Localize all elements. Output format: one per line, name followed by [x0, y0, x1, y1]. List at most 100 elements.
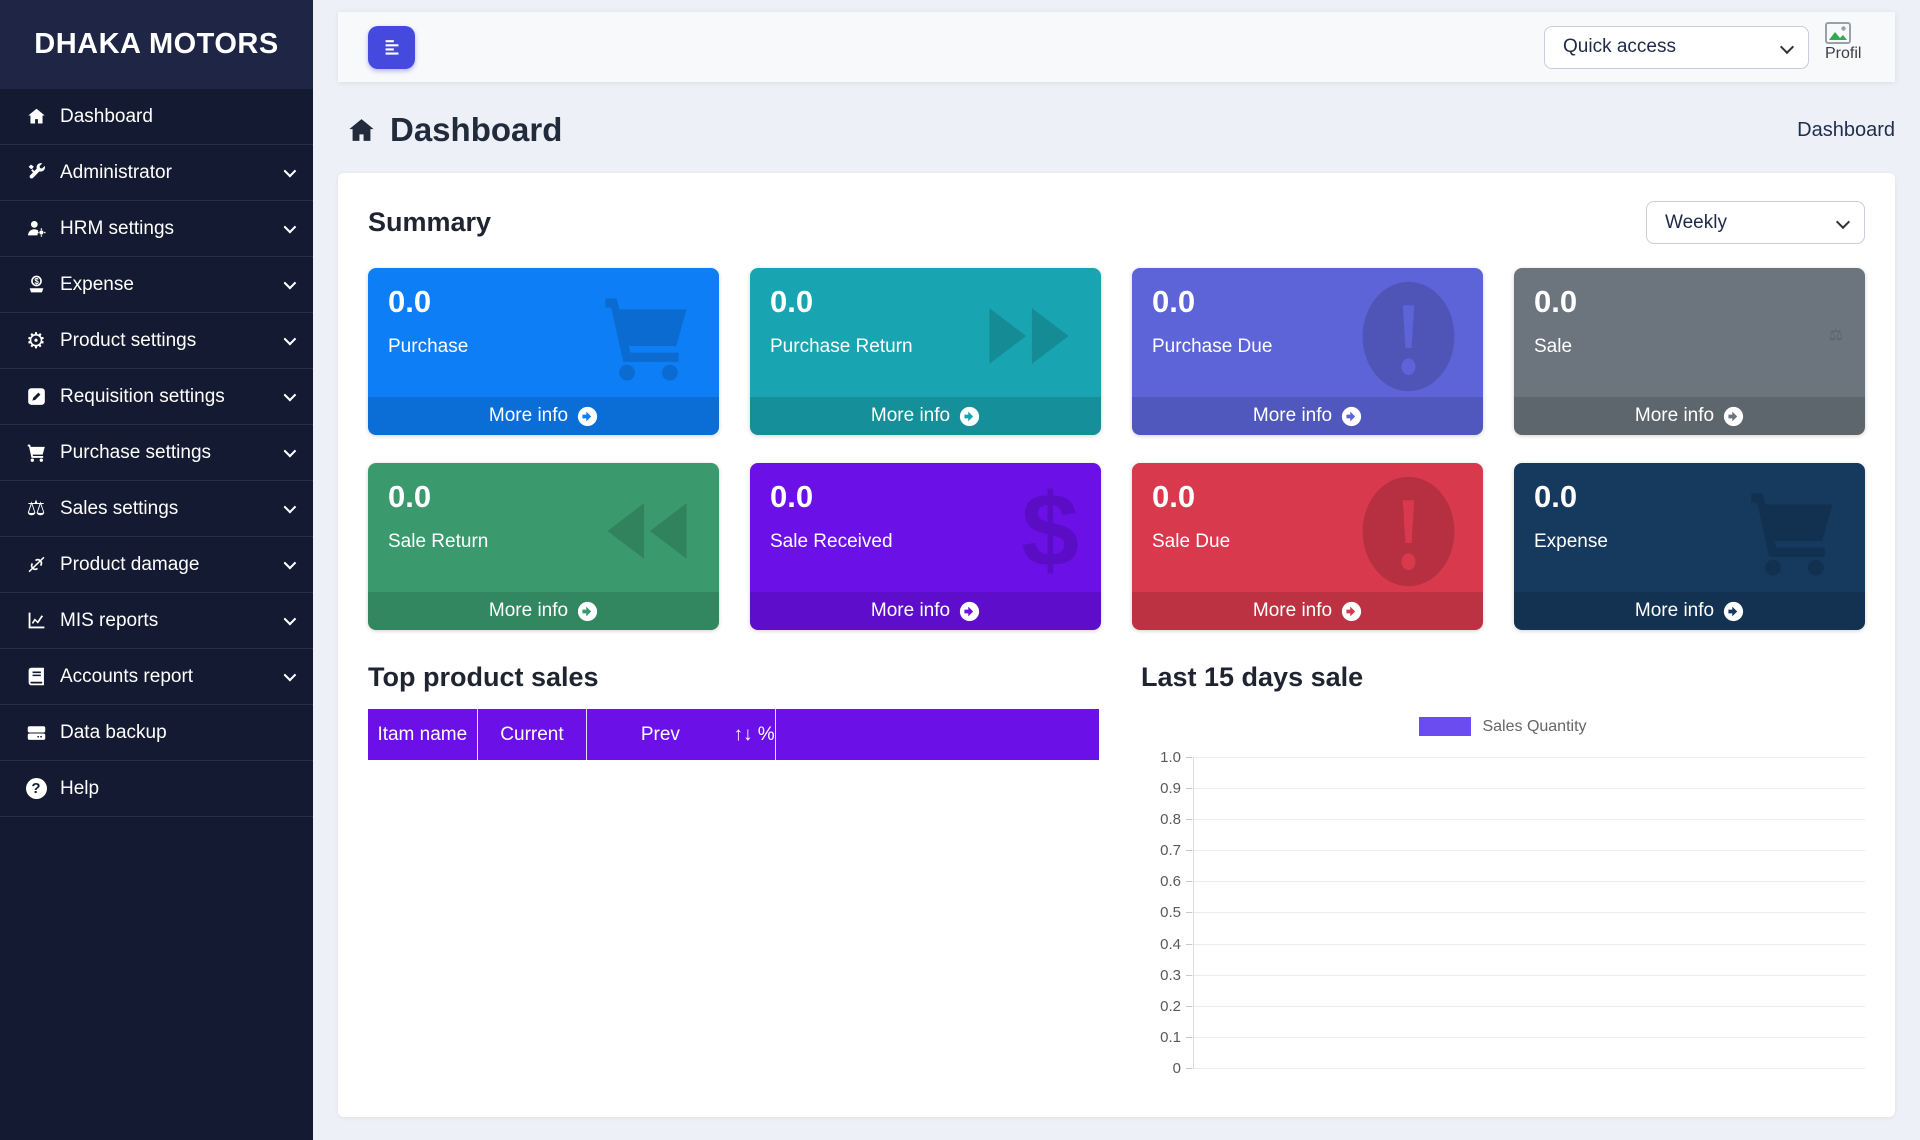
grid-line: [1192, 1037, 1865, 1039]
chevron-down-icon: [283, 332, 297, 346]
profile-avatar[interactable]: Profil: [1825, 22, 1873, 72]
more-info-link[interactable]: More info: [1514, 592, 1865, 630]
more-info-label: More info: [870, 405, 951, 426]
y-axis-tick-label: 0.9: [1160, 779, 1181, 797]
legend-label: Sales Quantity: [1482, 717, 1587, 735]
sidebar-item-label: Expense: [60, 273, 134, 295]
more-info-link[interactable]: More info: [368, 592, 719, 630]
sidebar-item-label: Dashboard: [60, 105, 153, 127]
more-info-label: More info: [870, 600, 951, 621]
more-info-link[interactable]: More info: [750, 592, 1101, 630]
more-info-link[interactable]: More info: [750, 397, 1101, 435]
hdd-icon: [20, 722, 52, 743]
card-label: Purchase: [388, 336, 469, 357]
sidebar-item[interactable]: $ Expense: [0, 257, 313, 313]
dollar-icon: $: [1021, 473, 1079, 589]
summary-card: 0.0 Purchase More info: [368, 268, 719, 435]
grid-line: [1192, 881, 1865, 883]
y-axis-tick-mark: [1186, 881, 1192, 883]
y-axis-tick-label: 1.0: [1160, 748, 1181, 766]
more-info-link[interactable]: More info: [368, 397, 719, 435]
chevron-down-icon: [283, 444, 297, 458]
grid-line: [1192, 1068, 1865, 1070]
grid-line: [1192, 1006, 1865, 1007]
sidebar-item-label: MIS reports: [60, 609, 159, 631]
chart-plot-area: 1.0 0.9 0.8: [1141, 748, 1865, 1078]
card-label: Sale: [1534, 336, 1573, 357]
card-value: 0.0: [1534, 284, 1578, 319]
sales-chart-section: Last 15 days sale Sales Quantity 1.0: [1141, 662, 1865, 1078]
sidebar-item[interactable]: HRM settings: [0, 201, 313, 257]
chevron-down-icon: [283, 276, 297, 290]
y-axis-tick-row: 0.8: [1141, 810, 1865, 828]
topbar: Quick access Profil: [338, 12, 1895, 82]
sidebar-item[interactable]: Product damage: [0, 537, 313, 593]
card-value: 0.0: [388, 284, 432, 319]
sidebar-item[interactable]: MIS reports: [0, 593, 313, 649]
sidebar-item[interactable]: Requisition settings: [0, 369, 313, 425]
summary-card: 0.0 Sale Due More info: [1132, 463, 1483, 630]
more-info-link[interactable]: More info: [1132, 592, 1483, 630]
sidebar-item[interactable]: Purchase settings: [0, 425, 313, 481]
question-icon: ?: [20, 778, 52, 799]
summary-card: 0.0 Sale Return More info: [368, 463, 719, 630]
y-axis-tick-label: 0.7: [1160, 842, 1181, 860]
breadcrumb[interactable]: Dashboard: [1797, 118, 1895, 141]
sidebar-item[interactable]: ⚖ Sales settings: [0, 481, 313, 537]
sidebar-item[interactable]: ? Help: [0, 761, 313, 817]
period-select[interactable]: Weekly: [1646, 201, 1865, 244]
y-axis-tick-mark: [1186, 1006, 1192, 1007]
sidebar-toggle-button[interactable]: [368, 25, 415, 69]
sidebar-item[interactable]: Dashboard: [0, 89, 313, 145]
y-axis-tick-mark: [1186, 1037, 1192, 1039]
table-column-header: Itam name: [368, 709, 478, 760]
chevron-down-icon: [283, 164, 297, 178]
summary-heading: Summary: [368, 207, 492, 237]
align-left-icon: [385, 40, 398, 55]
y-axis-tick-row: 0.1: [1141, 1029, 1865, 1047]
card-label: Purchase Due: [1152, 336, 1273, 357]
chevron-down-icon: [283, 220, 297, 234]
more-info-link[interactable]: More info: [1514, 397, 1865, 435]
more-info-label: More info: [1252, 600, 1333, 621]
y-axis-tick-row: 0.6: [1141, 873, 1865, 891]
top-products-heading: Top product sales: [368, 662, 599, 692]
y-axis-line: [1193, 757, 1194, 1069]
sidebar-item-label: Requisition settings: [60, 385, 225, 407]
sidebar-item-label: Sales settings: [60, 497, 179, 519]
chart-legend: Sales Quantity: [1141, 717, 1865, 736]
sidebar-item[interactable]: Administrator: [0, 145, 313, 201]
grid-line: [1192, 756, 1865, 758]
more-info-link[interactable]: More info: [1132, 397, 1483, 435]
sidebar-item[interactable]: ⚙ Product settings: [0, 313, 313, 369]
summary-card: 0.0 Expense More info: [1514, 463, 1865, 630]
legend-swatch: [1419, 717, 1472, 736]
y-axis-tick-mark: [1186, 912, 1192, 914]
top-products-table-header: Itam name Current Prev ↑↓ %: [368, 709, 1099, 760]
card-label: Sale Return: [388, 531, 489, 552]
sidebar-item[interactable]: Data backup: [0, 705, 313, 761]
chart-title: Last 15 days sale: [1141, 662, 1364, 692]
sidebar-item-label: Product damage: [60, 553, 200, 575]
cart-icon: [20, 442, 52, 463]
home-icon: [349, 118, 374, 141]
y-axis-tick-row: 0: [1141, 1060, 1865, 1078]
arrow-circle-right-icon: [1341, 406, 1362, 426]
arrow-circle-right-icon: [959, 406, 980, 426]
summary-card: 0.0 Sale ⚖ More info: [1514, 268, 1865, 435]
sidebar-item-label: Help: [60, 777, 100, 799]
sidebar-item[interactable]: Accounts report: [0, 649, 313, 705]
quick-access-select[interactable]: Quick access: [1544, 25, 1809, 69]
y-axis-tick-mark: [1186, 1068, 1192, 1070]
sidebar-menu: Dashboard Administrator HRM settings $ E…: [0, 89, 313, 817]
table-column-header: ↑↓ %: [733, 709, 776, 760]
y-axis-tick-row: 0.5: [1141, 904, 1865, 922]
period-selected-value: Weekly: [1665, 211, 1727, 233]
sidebar-item-label: HRM settings: [60, 217, 175, 239]
cart-icon: [597, 284, 697, 388]
sidebar-item-label: Data backup: [60, 721, 167, 743]
arrow-circle-right-icon: [1341, 601, 1362, 621]
y-axis-tick-label: 0.6: [1160, 873, 1181, 891]
legend-item[interactable]: Sales Quantity: [1419, 717, 1587, 736]
y-axis-tick-label: 0: [1172, 1060, 1181, 1078]
